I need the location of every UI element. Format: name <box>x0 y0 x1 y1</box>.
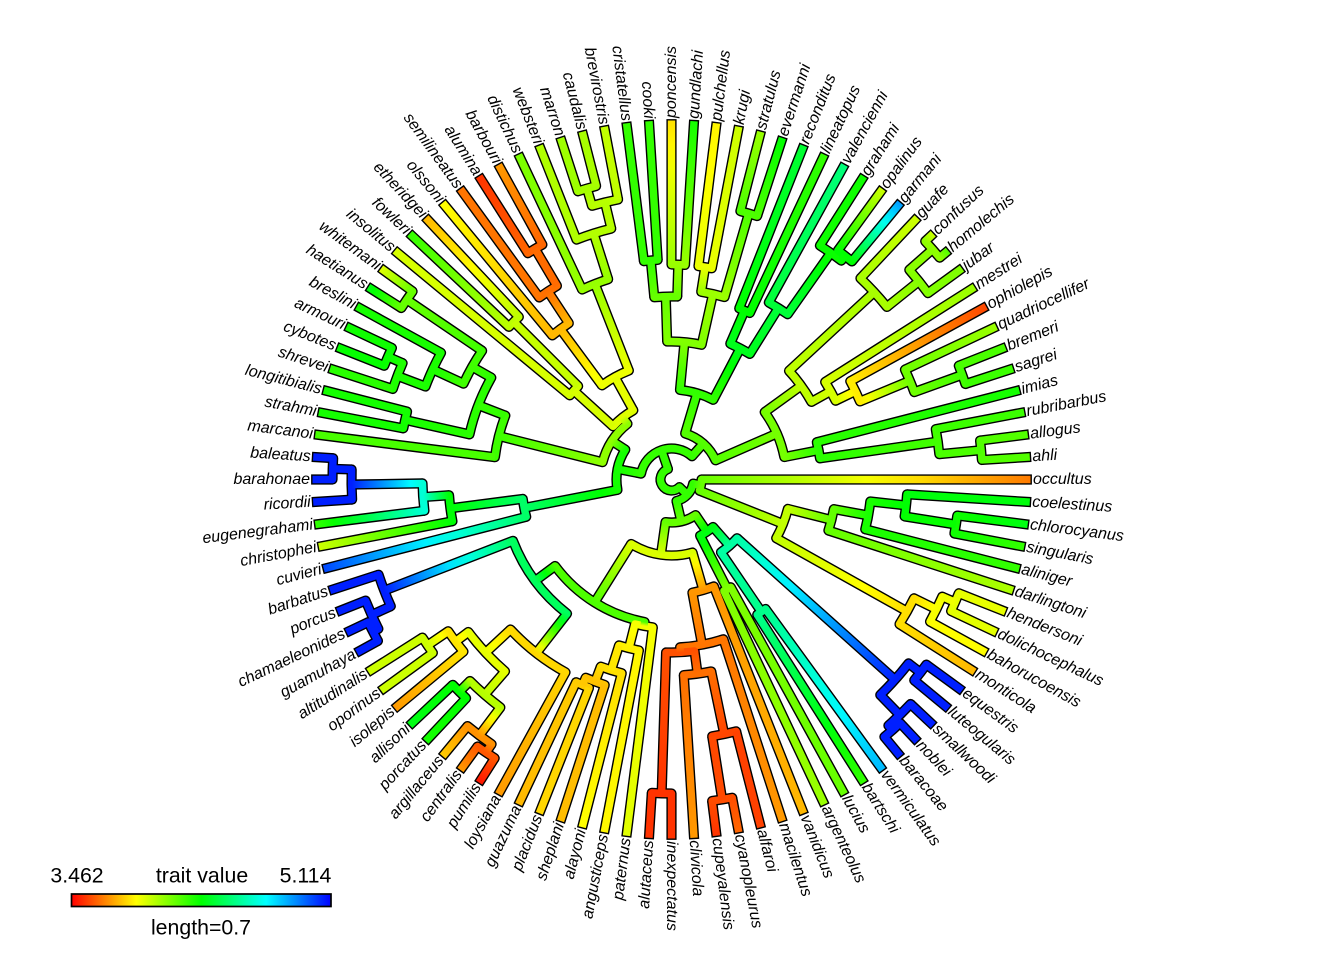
svg-text:baleatus: baleatus <box>250 445 311 466</box>
svg-text:ahli: ahli <box>1032 447 1058 466</box>
svg-text:length=0.7: length=0.7 <box>151 915 251 939</box>
svg-text:5.114: 5.114 <box>280 864 332 888</box>
svg-text:alutaceus: alutaceus <box>636 840 657 909</box>
svg-text:gundlachi: gundlachi <box>686 49 707 119</box>
svg-text:coelestinus: coelestinus <box>1032 494 1113 516</box>
svg-text:allogus: allogus <box>1029 419 1081 442</box>
svg-text:trait value: trait value <box>156 864 248 888</box>
svg-text:poncensis: poncensis <box>663 46 680 119</box>
svg-text:3.462: 3.462 <box>50 864 103 888</box>
svg-text:ricordii: ricordii <box>263 494 312 514</box>
svg-text:krugi: krugi <box>731 88 754 126</box>
svg-text:clivicola: clivicola <box>686 840 706 897</box>
svg-text:occultus: occultus <box>1033 471 1092 488</box>
svg-text:inexpectatus: inexpectatus <box>663 841 680 931</box>
svg-text:cooki: cooki <box>638 81 657 120</box>
svg-text:barahonae: barahonae <box>233 471 310 488</box>
